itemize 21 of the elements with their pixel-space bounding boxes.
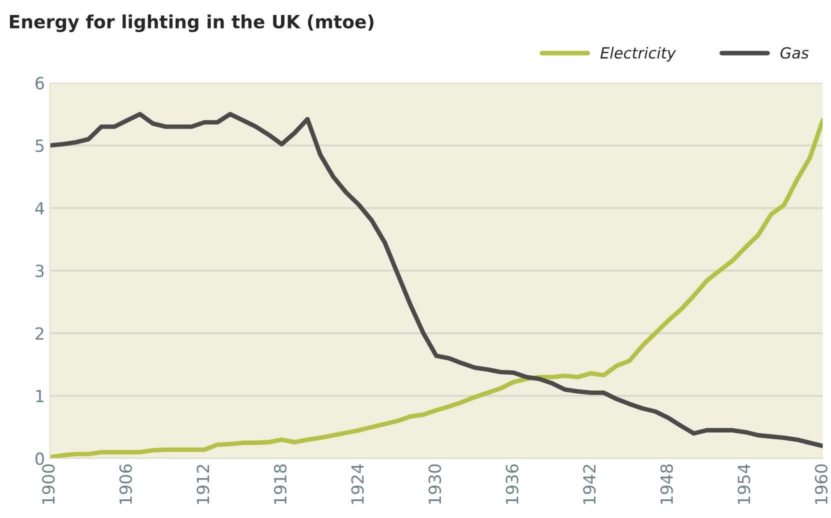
x-tick-label: 1924 (351, 464, 364, 504)
x-tick-label: 1918 (274, 464, 287, 504)
x-tick-label: 1954 (738, 464, 750, 504)
y-tick-label: 4 (35, 202, 44, 214)
x-tick-label: 1948 (660, 464, 673, 504)
x-tick-label: 1942 (583, 464, 596, 504)
x-tick-label: 1960 (814, 464, 828, 504)
legend-label: Electricity (600, 46, 676, 62)
x-tick-label: 1936 (506, 464, 518, 504)
y-tick-label: 2 (36, 327, 44, 340)
x-tick-label: 1930 (428, 464, 442, 504)
y-tick-label: 5 (36, 140, 44, 152)
y-tick-label: 1 (36, 390, 44, 402)
chart-title: Energy for lighting in the UK (mtoe) (10, 14, 374, 32)
x-tick-label: 1912 (196, 464, 210, 504)
legend-label: Gas (780, 47, 809, 59)
y-tick-label: 3 (36, 264, 44, 278)
x-tick-label: 1906 (119, 464, 132, 504)
x-tick-label: 1900 (42, 464, 55, 504)
y-tick-label: 6 (36, 76, 44, 90)
y-tick-label: 0 (35, 452, 44, 465)
